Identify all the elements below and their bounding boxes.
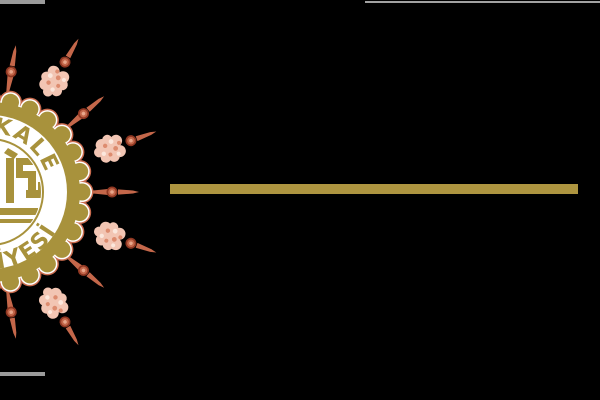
- top-right-gray-bar: [365, 1, 600, 4]
- seal-svg: KIRIKKALE BELEDİYESİ: [0, 38, 157, 346]
- top-left-gray-bar: [0, 0, 45, 4]
- chevron-emblem: [0, 148, 41, 223]
- cartridge-decorations: [5, 38, 157, 346]
- gold-divider: [170, 184, 578, 194]
- municipal-seal-logo: KIRIKKALE BELEDİYESİ: [0, 12, 170, 372]
- bottom-left-gray-bar: [0, 372, 45, 376]
